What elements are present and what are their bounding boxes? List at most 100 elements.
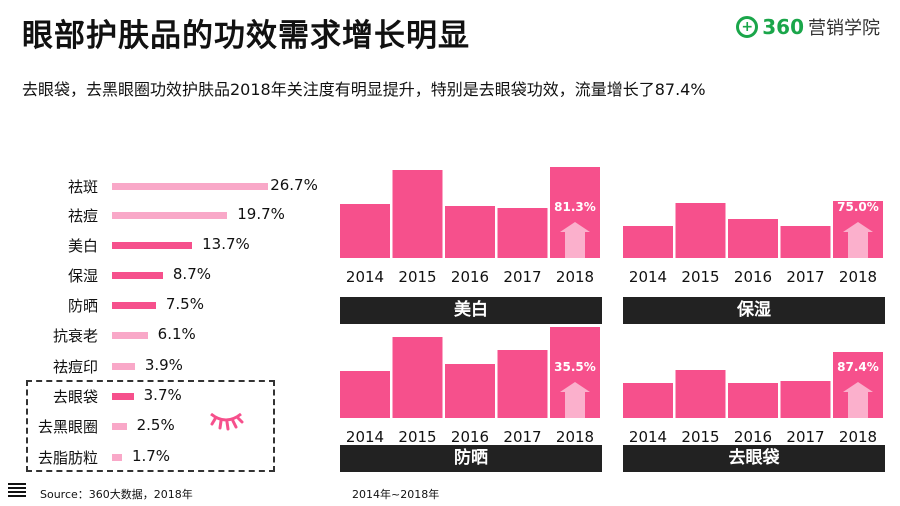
ranking-bar — [112, 363, 135, 370]
ranking-row: 抗衰老 6.1% — [0, 325, 330, 345]
ranking-value: 2.5% — [136, 416, 175, 434]
growth-label: 81.3% — [554, 200, 596, 214]
bar-plot — [623, 201, 883, 258]
ranking-label: 防晒 — [67, 297, 98, 315]
ranking-label: 祛斑 — [67, 178, 98, 196]
year-label: 2017 — [503, 428, 542, 446]
ranking-row: 美白 13.7% — [0, 235, 330, 255]
subtitle: 去眼袋，去黑眼圈功效护肤品2018年关注度有明显提升，特别是去眼袋功效，流量增长… — [22, 80, 706, 99]
year-label: 2016 — [450, 428, 490, 446]
growth-label: 35.5% — [554, 360, 596, 374]
ranking-row: 保湿 8.7% — [0, 265, 330, 285]
year-label: 2016 — [733, 428, 773, 446]
ranking-value: 19.7% — [237, 205, 285, 223]
ranking-bar — [112, 272, 163, 279]
up-arrow-icon — [843, 382, 873, 418]
ranking-bar — [112, 302, 156, 309]
bar-plot — [340, 327, 600, 418]
chart-caption: 美白 — [340, 297, 602, 324]
ranking-row: 防晒 7.5% — [0, 295, 330, 315]
year-label: 2016 — [733, 268, 773, 286]
ranking-label: 抗衰老 — [52, 327, 98, 345]
source-note: Source：360大数据，2018年 — [40, 488, 193, 501]
year-label: 2018 — [555, 268, 595, 286]
year-label: 2018 — [838, 268, 878, 286]
ranking-bar — [112, 393, 134, 400]
growth-label: 75.0% — [837, 200, 879, 214]
year-bar — [728, 383, 778, 418]
year-bar — [445, 206, 495, 258]
year-bar — [623, 383, 673, 418]
logo-number: 360 — [762, 15, 804, 39]
ranking-row: 祛痘 19.7% — [0, 205, 330, 225]
year-label: 2017 — [503, 268, 542, 286]
chart-caption: 保湿 — [623, 297, 885, 324]
year-bar — [780, 381, 831, 418]
year-label: 2017 — [786, 428, 825, 446]
year-label: 2014 — [345, 428, 385, 446]
ranking-label: 去黑眼圈 — [37, 418, 98, 436]
year-bar — [392, 337, 443, 418]
year-bar — [340, 371, 390, 418]
up-arrow-icon — [560, 382, 590, 418]
bar-plot — [623, 352, 883, 418]
year-label: 2017 — [786, 268, 825, 286]
ranking-bar — [112, 242, 193, 249]
year-bar — [497, 208, 548, 258]
year-bar — [728, 219, 778, 258]
year-bar — [392, 170, 443, 258]
ranking-label: 去脂肪粒 — [37, 449, 98, 467]
year-label: 2016 — [450, 268, 490, 286]
ranking-label: 祛痘 — [67, 207, 98, 225]
ranking-value: 7.5% — [165, 295, 204, 313]
logo-text: 营销学院 — [808, 18, 880, 39]
chart-meibai: 2014 2015 2016 2017 2018 81.3% 美白 — [340, 160, 602, 330]
ranking-label: 祛痘印 — [52, 358, 98, 376]
page-title: 眼部护肤品的功效需求增长明显 — [22, 18, 470, 54]
bar-plot — [340, 167, 600, 258]
ranking-row: 祛痘印 3.9% — [0, 356, 330, 376]
logo: + 360 营销学院 — [736, 14, 880, 40]
chart-baoshi: 2014 2015 2016 2017 2018 75.0% 保湿 — [623, 160, 885, 330]
ranking-bar — [112, 423, 127, 430]
plus-icon: + — [736, 16, 759, 38]
ranking-label: 美白 — [67, 237, 98, 255]
year-label: 2014 — [628, 268, 668, 286]
ranking-bar — [112, 212, 228, 219]
year-label: 2014 — [628, 428, 668, 446]
ranking-value: 13.7% — [202, 235, 250, 253]
year-label: 2018 — [555, 428, 595, 446]
year-label: 2018 — [838, 428, 878, 446]
up-arrow-icon — [843, 222, 873, 258]
year-bar — [675, 370, 726, 418]
chart-quyandai: 2014 2015 2016 2017 2018 87.4% 去眼袋 — [623, 318, 885, 478]
year-bar — [623, 226, 673, 258]
ranking-value: 3.9% — [144, 356, 183, 374]
ranking-label: 保湿 — [67, 267, 98, 285]
ranking-label: 去眼袋 — [52, 388, 98, 406]
ranking-bar — [112, 454, 122, 461]
year-label: 2015 — [681, 428, 720, 446]
up-arrow-icon — [560, 222, 590, 258]
ranking-row: 祛斑 26.7% — [0, 176, 330, 196]
eye-category-highlight-box — [26, 380, 275, 472]
ranking-value: 3.7% — [143, 386, 182, 404]
ranking-row: 去黑眼圈 2.5% — [0, 416, 330, 436]
ranking-row: 去眼袋 3.7% — [0, 386, 330, 406]
chart-fangshai: 2014 2015 2016 2017 2018 35.5% 防晒 — [340, 318, 602, 478]
chart-caption: 防晒 — [340, 445, 602, 472]
growth-label: 87.4% — [837, 360, 879, 374]
year-bar — [780, 226, 831, 258]
chart-caption: 去眼袋 — [623, 445, 885, 472]
year-label: 2015 — [398, 268, 437, 286]
menu-icon — [8, 483, 26, 499]
year-bar — [340, 204, 390, 258]
year-bar — [675, 203, 726, 258]
year-bar — [497, 350, 548, 418]
year-label: 2014 — [345, 268, 385, 286]
ranking-row: 去脂肪粒 1.7% — [0, 447, 330, 467]
ranking-value: 26.7% — [270, 176, 318, 194]
year-label: 2015 — [681, 268, 720, 286]
ranking-value: 1.7% — [131, 447, 171, 465]
ranking-value: 6.1% — [157, 325, 196, 343]
